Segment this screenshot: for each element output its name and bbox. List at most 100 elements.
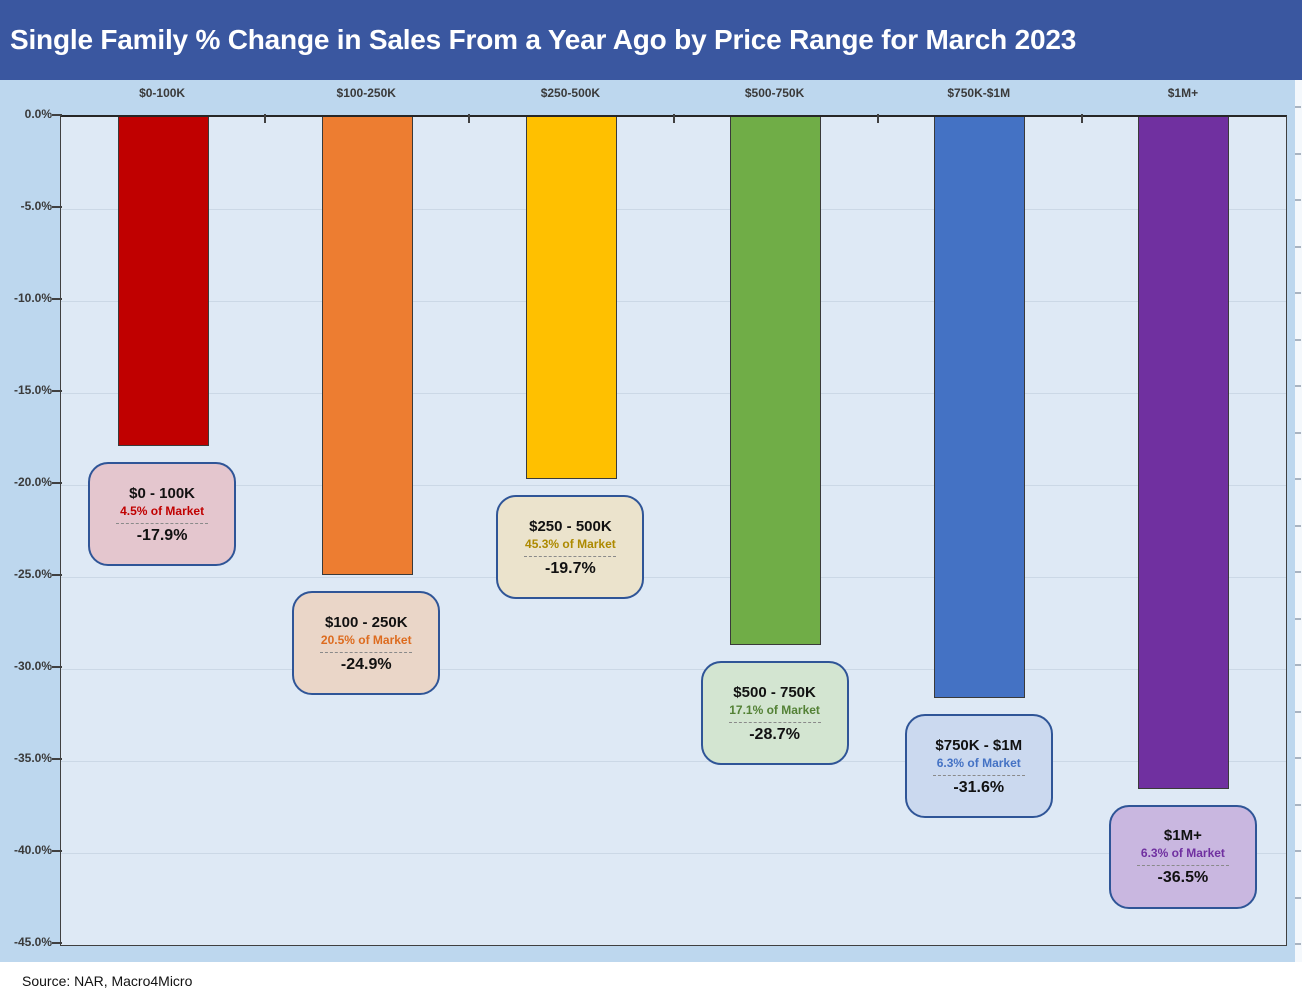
- y-axis-tick: [52, 298, 62, 300]
- y-axis-tick: [52, 390, 62, 392]
- gridline: [61, 301, 1286, 302]
- callout-range-label: $100 - 250K: [324, 613, 408, 631]
- gridline: [61, 761, 1286, 762]
- callout-$250-500K: $250 - 500K 45.3% of Market -19.7%: [496, 495, 645, 600]
- y-axis-label: -15.0%: [13, 383, 52, 397]
- gridline: [61, 669, 1286, 670]
- source-text: Source: NAR, Macro4Micro: [22, 973, 193, 989]
- category-label: $0-100K: [139, 86, 186, 100]
- y-axis-label: -45.0%: [13, 935, 52, 949]
- callout-value: -19.7%: [545, 559, 596, 577]
- edge-minor-tick: [1295, 757, 1301, 759]
- chart-area: 0.0% -5.0% -10.0% -15.0% -20.0% -25.0% -30.0% -…: [0, 80, 1302, 962]
- callout-range-label: $1M+: [1163, 827, 1202, 845]
- y-axis-tick: [52, 114, 62, 116]
- y-axis-tick: [52, 942, 62, 944]
- x-axis-tick: [672, 114, 675, 123]
- y-axis-label: -10.0%: [13, 291, 52, 305]
- bar-$0-100K: [117, 117, 209, 447]
- callout-$0-100K: $0 - 100K 4.5% of Market -17.9%: [88, 462, 237, 567]
- callout-separator: [320, 651, 413, 653]
- callout-market-share: 17.1% of Market: [729, 702, 820, 717]
- y-axis-tick: [52, 482, 62, 484]
- callout-range-label: $750K - $1M: [935, 736, 1023, 754]
- y-axis-tick: [52, 850, 62, 852]
- plot-area: [60, 114, 1287, 946]
- edge-minor-tick: [1295, 617, 1301, 620]
- gridline: [61, 853, 1286, 854]
- edge-minor-tick: [1295, 664, 1301, 666]
- edge-minor-tick: [1295, 710, 1301, 713]
- callout-market-share: 6.3% of Market: [936, 755, 1021, 770]
- callout-range-label: $250 - 500K: [529, 517, 612, 535]
- x-axis-tick: [264, 114, 267, 123]
- callout-market-share: 20.5% of Market: [320, 632, 412, 647]
- category-label: $100-250K: [336, 86, 396, 100]
- edge-minor-tick: [1295, 152, 1301, 155]
- y-axis-tick: [52, 666, 62, 668]
- callout-$1M+: $1M+ 6.3% of Market -36.5%: [1108, 804, 1257, 909]
- callout-range-label: $0 - 100K: [129, 484, 196, 502]
- edge-minor-tick: [1295, 292, 1301, 294]
- callout-market-share: 4.5% of Market: [120, 503, 205, 518]
- callout-separator: [116, 522, 209, 524]
- y-axis-tick: [52, 574, 62, 576]
- edge-minor-tick: [1295, 106, 1301, 108]
- y-axis-label: -20.0%: [13, 475, 52, 489]
- gridline: [61, 485, 1286, 486]
- edge-minor-tick: [1295, 245, 1301, 248]
- gridline: [61, 209, 1286, 210]
- gridline: [61, 393, 1286, 394]
- bar-$100-250K: [321, 117, 413, 576]
- callout-range-label: $500 - 750K: [733, 683, 816, 701]
- callout-separator: [932, 774, 1025, 776]
- category-label: $500-750K: [744, 86, 805, 100]
- bar-$750K-$1M: [934, 117, 1026, 699]
- edge-minor-tick: [1295, 338, 1301, 341]
- chart-title: Single Family % Change in Sales From a Y…: [10, 24, 1077, 55]
- edge-minor-tick: [1295, 199, 1301, 201]
- edge-minor-tick: [1295, 943, 1301, 945]
- callout-market-share: 45.3% of Market: [525, 536, 616, 551]
- edge-minor-tick: [1295, 431, 1301, 434]
- callout-value: -36.5%: [1157, 869, 1209, 887]
- x-axis-tick: [468, 114, 471, 123]
- callout-$750K-$1M: $750K - $1M 6.3% of Market -31.6%: [904, 714, 1053, 819]
- y-axis-label: -35.0%: [13, 751, 52, 765]
- edge-minor-tick: [1295, 571, 1301, 573]
- y-axis-label: -5.0%: [20, 199, 52, 213]
- callout-$500-750K: $500 - 750K 17.1% of Market -28.7%: [700, 661, 849, 766]
- x-axis-tick: [1080, 114, 1083, 123]
- callout-market-share: 6.3% of Market: [1140, 846, 1225, 861]
- y-axis-tick: [52, 758, 62, 760]
- y-axis-label: -25.0%: [13, 567, 52, 581]
- right-edge-strip: [1295, 80, 1302, 962]
- y-axis-label: -40.0%: [13, 843, 52, 857]
- bar-$500-750K: [730, 117, 822, 646]
- callout-separator: [1136, 865, 1229, 867]
- callout-value: -31.6%: [953, 778, 1005, 796]
- category-label: $250-500K: [540, 86, 601, 100]
- y-axis-label: -30.0%: [13, 659, 52, 673]
- x-axis-tick: [876, 114, 879, 123]
- edge-minor-tick: [1295, 896, 1301, 899]
- callout-value: -28.7%: [749, 725, 800, 743]
- edge-minor-tick: [1295, 850, 1301, 852]
- y-axis-label: 0.0%: [24, 107, 52, 121]
- callout-separator: [728, 721, 821, 723]
- callout-separator: [524, 555, 617, 557]
- callout-value: -17.9%: [136, 526, 188, 544]
- chart-title-bar: Single Family % Change in Sales From a Y…: [0, 0, 1302, 80]
- callout-$100-250K: $100 - 250K 20.5% of Market -24.9%: [292, 591, 441, 696]
- source-footer: Source: NAR, Macro4Micro: [0, 962, 1302, 1000]
- y-axis-tick: [52, 206, 62, 208]
- edge-minor-tick: [1295, 478, 1301, 480]
- category-label: $750K-$1M: [947, 86, 1011, 100]
- bar-$250-500K: [525, 117, 617, 480]
- edge-minor-tick: [1295, 524, 1301, 527]
- bar-$1M+: [1138, 117, 1230, 789]
- edge-minor-tick: [1295, 385, 1301, 387]
- callout-value: -24.9%: [340, 655, 392, 673]
- gridline: [61, 577, 1286, 578]
- edge-minor-tick: [1295, 803, 1301, 806]
